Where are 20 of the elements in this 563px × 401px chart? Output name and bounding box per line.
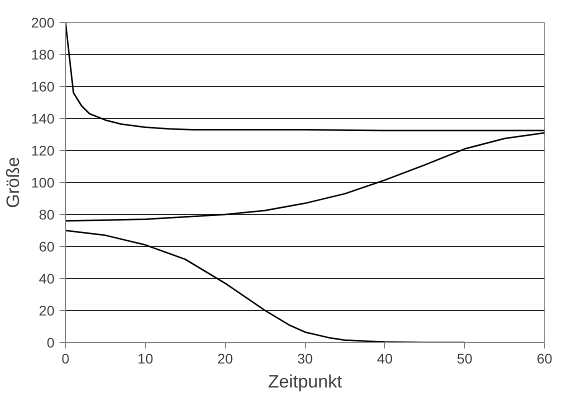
x-tick-label: 30 xyxy=(297,350,313,366)
y-tick-label: 20 xyxy=(38,302,55,318)
x-tick-label: 20 xyxy=(217,350,234,366)
y-axis-title: Größe xyxy=(3,156,24,208)
x-tick-label: 10 xyxy=(138,350,154,366)
x-axis-title: Zeitpunkt xyxy=(268,372,342,392)
y-tick-label: 0 xyxy=(46,334,55,350)
y-tick-label: 60 xyxy=(38,238,55,254)
y-tick-label: 140 xyxy=(31,110,55,126)
y-tick-label: 180 xyxy=(31,46,55,62)
y-tick-label: 40 xyxy=(38,270,55,286)
x-tick-label: 0 xyxy=(62,350,70,366)
y-tick-label: 80 xyxy=(38,206,55,222)
y-tick-label: 160 xyxy=(31,78,55,94)
y-tick-label: 100 xyxy=(31,174,55,190)
x-tick-label: 60 xyxy=(536,350,552,366)
x-tick-label: 50 xyxy=(456,350,473,366)
y-tick-label: 120 xyxy=(31,142,55,158)
x-tick-label: 40 xyxy=(377,350,393,366)
y-tick-label: 200 xyxy=(31,14,55,30)
